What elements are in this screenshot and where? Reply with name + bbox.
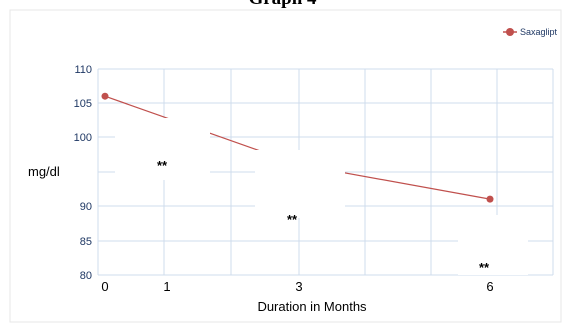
legend-marker [506,28,514,36]
legend-label: Saxaglipt [520,27,558,37]
x-axis-label: Duration in Months [257,299,367,314]
significance-marker: ** [157,158,168,173]
data-point[interactable] [486,195,494,203]
x-tick-label: 0 [101,279,108,294]
y-tick-label: 90 [80,201,92,213]
significance-marker: ** [287,212,298,227]
gridlines [97,68,554,276]
y-tick-label: 110 [74,64,92,76]
x-tick-label: 3 [295,279,302,294]
y-tick-label: 85 [80,236,92,248]
annotation-background [458,215,528,275]
y-tick-label: 105 [74,98,92,110]
significance-marker: ** [479,260,490,275]
chart-title: Graph 4 [0,0,565,10]
data-point[interactable] [101,92,109,100]
annotation-background [115,118,210,180]
axis-ticks: 80 85 90 100 105 110 0 1 3 6 [74,64,494,294]
annotation-background [255,150,345,218]
y-tick-label: 80 [80,270,92,282]
annotation-layer: ** ** ** [115,118,528,275]
x-tick-label: 6 [486,279,493,294]
legend[interactable]: Saxaglipt [503,27,558,37]
x-tick-label: 1 [163,279,170,294]
y-tick-label: 100 [74,132,92,144]
y-axis-label: mg/dl [28,164,60,179]
